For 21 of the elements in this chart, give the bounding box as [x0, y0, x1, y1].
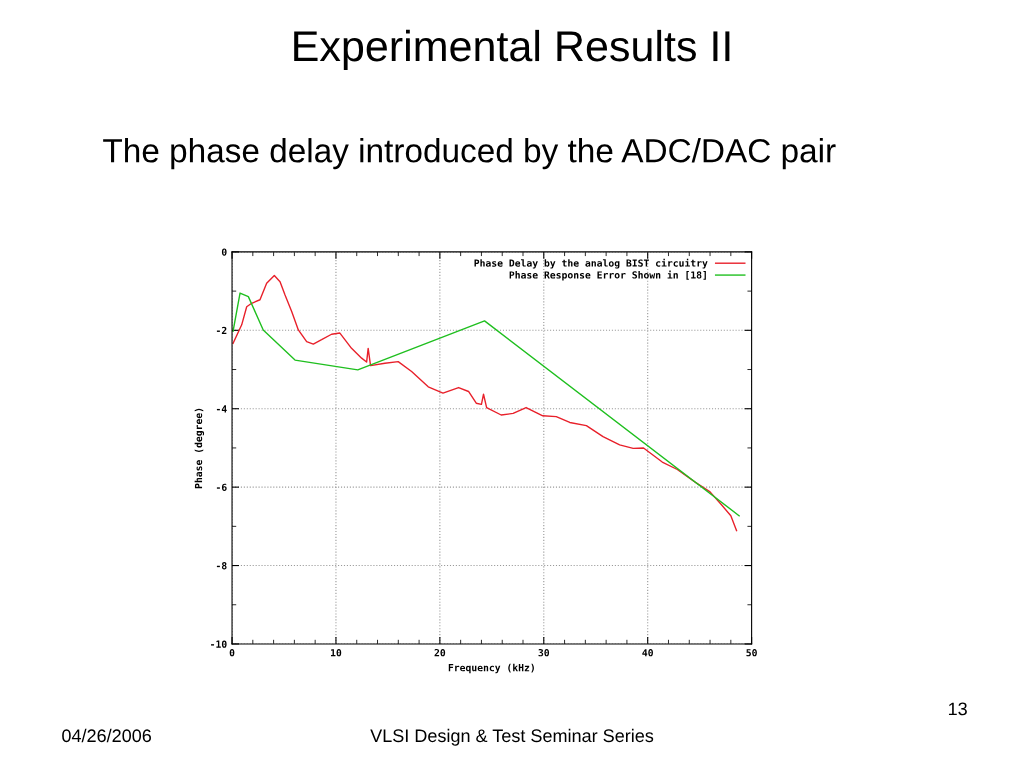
- x-tick-label: 10: [330, 649, 342, 657]
- y-axis-title: Phase (degree): [194, 408, 205, 489]
- x-axis-title: Frequency (kHz): [448, 663, 534, 674]
- text: 04/26/2006: [62, 728, 152, 743]
- x-tick-label: 40: [642, 649, 653, 657]
- x-tick-label: 50: [746, 649, 757, 657]
- y-tick-label: -8: [216, 562, 227, 570]
- y-tick-label: -2: [216, 326, 227, 335]
- chart-title: Experimental Results II: [294, 29, 730, 70]
- legend-label: Phase Response Error Shown in [18]: [509, 270, 706, 281]
- chart-subtitle: The phase delay introduced by the ADC/DAC pair: [103, 138, 836, 170]
- y-tick-label: -6: [216, 483, 227, 491]
- x-tick-label: 20: [434, 649, 446, 657]
- y-tick-label: -10: [211, 640, 227, 648]
- text: 13: [948, 702, 967, 716]
- x-tick-label: 30: [538, 649, 550, 657]
- text: VLSI Design & Test Seminar Series: [370, 728, 654, 746]
- x-tick-label: 0: [229, 649, 235, 657]
- legend-label: Phase Delay by the analog BIST circuitry: [474, 258, 708, 269]
- y-tick-label: 0: [221, 248, 227, 256]
- y-tick-label: -4: [216, 405, 227, 413]
